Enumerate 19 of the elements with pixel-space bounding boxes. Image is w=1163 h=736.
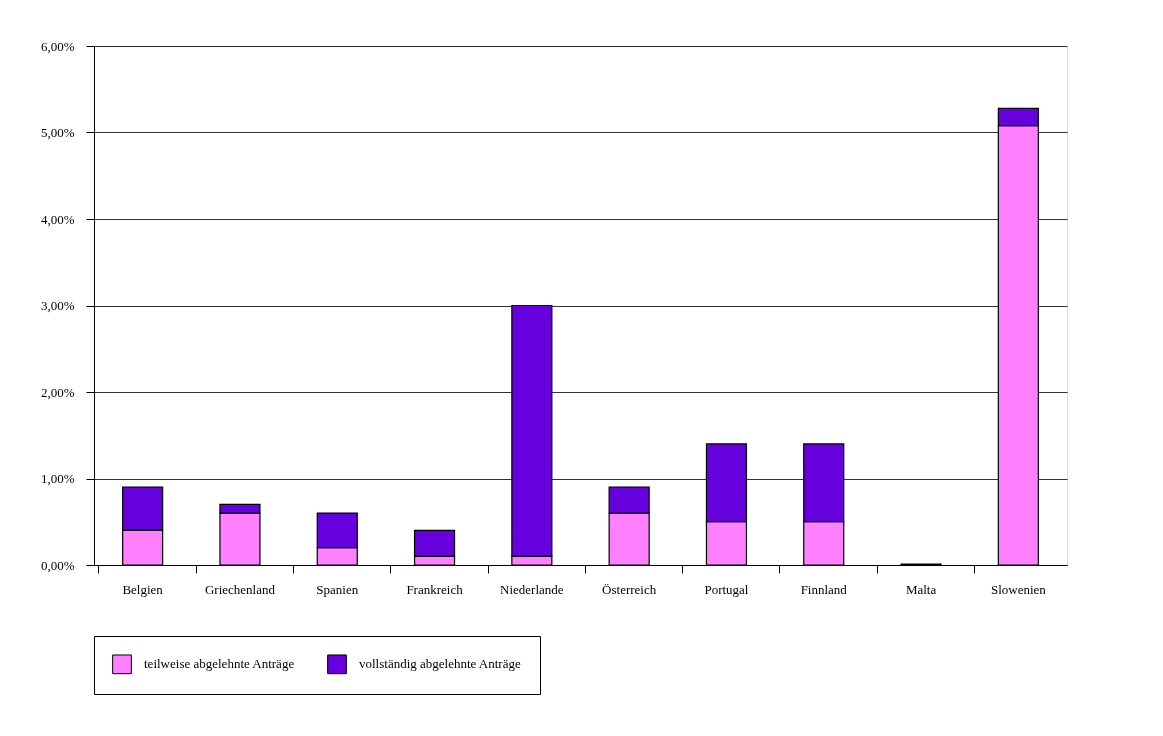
y-tick-label: 4,00%	[40, 211, 75, 227]
x-tick-label: Belgien	[122, 581, 164, 597]
x-tick-label: Portugal	[704, 581, 749, 597]
x-tick-label: Niederlande	[500, 581, 564, 597]
x-tick-label: Griechenland	[204, 581, 276, 597]
y-tick-label: 2,00%	[40, 384, 75, 400]
y-tick-label: 3,00%	[40, 298, 75, 313]
y-tick-label: 1,00%	[40, 471, 75, 486]
x-tick-label: Malta	[905, 581, 937, 597]
y-tick-label: 0,00%	[40, 557, 75, 573]
x-tick-label: Österreich	[602, 581, 657, 597]
legend-label: vollständig abgelehnte Anträge	[359, 656, 521, 672]
y-tick-label: 5,00%	[40, 125, 75, 140]
legend-label: teilweise abgelehnte Anträge	[144, 656, 295, 672]
x-tick-label: Finnland	[800, 581, 848, 597]
x-tick-label: Slowenien	[990, 581, 1047, 597]
x-tick-label: Frankreich	[406, 581, 464, 597]
x-tick-label: Spanien	[316, 581, 359, 597]
y-tick-label: 6,00%	[40, 38, 75, 54]
